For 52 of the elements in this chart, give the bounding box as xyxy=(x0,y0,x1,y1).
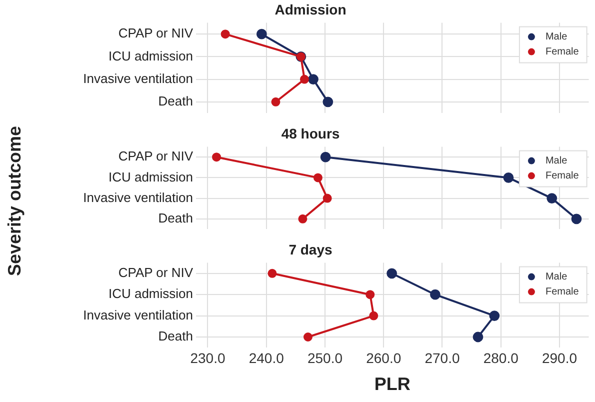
chart-title: 7 days xyxy=(288,241,333,258)
y-tick-label: Death xyxy=(158,93,193,108)
point xyxy=(268,268,277,278)
y-tick-label: CPAP or NIV xyxy=(118,264,194,280)
point xyxy=(322,96,334,108)
point xyxy=(308,74,318,84)
point xyxy=(320,152,331,162)
chart-title: 48 hours xyxy=(281,125,340,142)
point xyxy=(571,214,582,224)
point xyxy=(430,289,440,300)
legend-label: Male xyxy=(545,156,568,167)
y-tick-label: Invasive ventilation xyxy=(83,190,193,205)
x-tick-label: 270.0 xyxy=(424,350,460,366)
x-tick-label: 230.0 xyxy=(190,350,226,366)
y-tick-label: Invasive ventilation xyxy=(83,307,193,322)
point xyxy=(271,97,280,106)
point xyxy=(212,152,222,162)
y-tick-label: CPAP or NIV xyxy=(118,26,194,41)
x-tick-label: 250.0 xyxy=(307,350,343,366)
point xyxy=(220,30,230,39)
y-tick-label: Death xyxy=(158,210,193,226)
y-tick-label: Invasive ventilation xyxy=(83,70,193,86)
point xyxy=(386,268,398,279)
point xyxy=(298,214,308,224)
x-axis-title: PLR xyxy=(374,374,410,394)
y-tick-label: ICU admission xyxy=(108,169,193,184)
point xyxy=(256,28,267,40)
y-tick-label: CPAP or NIV xyxy=(118,148,194,164)
legend-label: Female xyxy=(545,170,580,182)
x-tick-label: 240.0 xyxy=(248,350,284,366)
point xyxy=(322,194,332,203)
legend-label: Male xyxy=(545,32,568,43)
x-tick-label: 290.0 xyxy=(542,350,578,366)
y-axis-title: Severity outcome xyxy=(4,126,26,276)
x-tick-label: 280.0 xyxy=(483,350,519,366)
chart-title: Admission xyxy=(274,1,346,18)
point xyxy=(303,332,312,342)
point xyxy=(489,310,500,321)
point xyxy=(546,193,558,204)
point xyxy=(472,332,484,342)
x-tick-label: 260.0 xyxy=(366,350,402,366)
point xyxy=(300,74,309,84)
point xyxy=(369,311,378,320)
point xyxy=(366,290,375,300)
y-tick-label: Death xyxy=(158,328,193,344)
legend-label: Male xyxy=(545,272,568,283)
point xyxy=(503,172,514,183)
y-tick-label: ICU admission xyxy=(108,286,193,302)
point xyxy=(313,173,322,182)
legend-label: Female xyxy=(545,46,580,58)
y-tick-label: ICU admission xyxy=(108,48,193,64)
legend-label: Female xyxy=(545,286,580,298)
